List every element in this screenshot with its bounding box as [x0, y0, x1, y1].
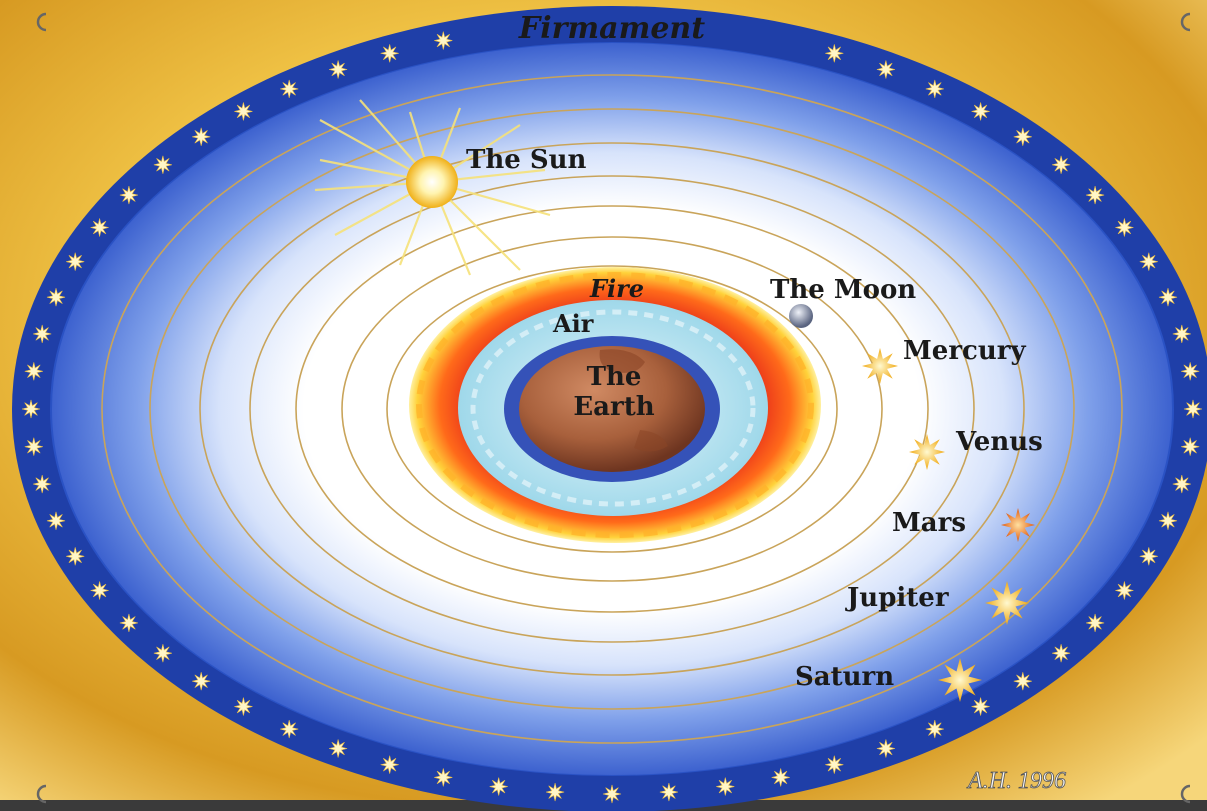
- star-icon: [24, 362, 43, 381]
- star-icon: [1139, 252, 1158, 271]
- star-icon: [1181, 362, 1200, 381]
- sun-label: The Sun: [466, 145, 587, 175]
- star-icon: [1158, 288, 1178, 307]
- star-icon: [1158, 511, 1178, 530]
- star-icon: [925, 79, 944, 98]
- moon-label: The Moon: [770, 275, 916, 305]
- mercury-icon: [862, 348, 898, 384]
- fire-label: Fire: [589, 274, 644, 303]
- corner-hook-icon: [1180, 784, 1191, 804]
- orbit-venus: [295, 205, 929, 613]
- star-icon: [153, 644, 172, 663]
- orbit-saturn: [101, 74, 1123, 744]
- star-icon: [153, 155, 172, 174]
- earth-continent: [599, 349, 645, 373]
- mars-label: Mars: [892, 508, 966, 538]
- star-icon: [380, 755, 399, 774]
- star-icon: [119, 186, 138, 205]
- corner-hook-icon: [36, 12, 47, 32]
- star-icon: [1139, 547, 1158, 566]
- star-icon: [1115, 218, 1134, 237]
- star-icon: [659, 783, 678, 802]
- star-icon: [1181, 437, 1200, 456]
- star-icon: [1115, 581, 1134, 600]
- orbit-jupiter: [149, 108, 1075, 710]
- star-icon: [234, 697, 253, 716]
- star-icon: [90, 581, 109, 600]
- star-icon: [1052, 155, 1071, 174]
- jupiter-icon: [985, 581, 1029, 625]
- star-icon: [1086, 613, 1105, 632]
- earth-continent: [634, 430, 668, 452]
- orbit-mercury: [341, 236, 883, 582]
- star-icon: [329, 739, 348, 758]
- star-icon: [280, 79, 299, 98]
- star-icon: [876, 739, 895, 758]
- star-icon: [66, 547, 85, 566]
- star-icon: [1086, 186, 1105, 205]
- orbit-sun: [249, 175, 975, 643]
- firmament-stars: [21, 31, 1203, 804]
- sun-icon: [406, 156, 458, 208]
- venus-icon: [909, 434, 945, 470]
- star-icon: [1172, 475, 1191, 494]
- air-texture: [470, 309, 756, 507]
- star-icon: [90, 218, 109, 237]
- star-icon: [66, 252, 85, 271]
- orbit-moon: [386, 265, 838, 553]
- star-icon: [24, 437, 43, 456]
- star-icon: [119, 613, 138, 632]
- mercury-label: Mercury: [903, 336, 1026, 366]
- mars-icon: [1001, 508, 1035, 542]
- star-icon: [280, 720, 299, 739]
- orbit-mars: [199, 142, 1025, 676]
- star-icon: [434, 31, 453, 50]
- star-icon: [1013, 127, 1032, 146]
- star-icon: [192, 127, 211, 146]
- star-icon: [971, 697, 990, 716]
- star-icon: [825, 44, 844, 63]
- jupiter-label: Jupiter: [845, 583, 949, 613]
- saturn-label: Saturn: [795, 662, 894, 692]
- firmament-title: Firmament: [518, 11, 705, 46]
- corner-hook-icon: [36, 784, 47, 804]
- star-icon: [46, 511, 66, 530]
- signature: A.H. 1996: [966, 768, 1066, 794]
- star-icon: [1013, 672, 1032, 691]
- star-icon: [925, 720, 944, 739]
- star-icon: [1172, 324, 1191, 343]
- star-icon: [234, 102, 253, 121]
- star-icon: [329, 60, 348, 79]
- star-icon: [33, 475, 52, 494]
- earth-label-line2: Earth: [573, 392, 654, 422]
- corner-hook-icon: [1180, 12, 1191, 32]
- star-icon: [380, 44, 399, 63]
- star-icon: [971, 102, 990, 121]
- star-icon: [46, 288, 66, 307]
- fire-flicker: [416, 272, 814, 538]
- star-icon: [21, 399, 41, 419]
- star-icon: [1052, 644, 1071, 663]
- earth-label-line1: The: [587, 362, 642, 392]
- star-icon: [489, 777, 508, 796]
- star-icon: [1183, 399, 1203, 419]
- moon-icon: [789, 304, 813, 328]
- air-label: Air: [552, 309, 594, 338]
- venus-label: Venus: [955, 427, 1043, 457]
- star-icon: [192, 672, 211, 691]
- star-icon: [546, 783, 565, 802]
- star-icon: [771, 768, 790, 787]
- star-icon: [602, 784, 622, 804]
- star-icon: [434, 768, 453, 787]
- saturn-icon: [938, 658, 982, 702]
- star-icon: [876, 60, 895, 79]
- star-icon: [33, 324, 52, 343]
- orbit-rings: [101, 74, 1123, 744]
- star-icon: [825, 755, 844, 774]
- star-icon: [716, 777, 735, 796]
